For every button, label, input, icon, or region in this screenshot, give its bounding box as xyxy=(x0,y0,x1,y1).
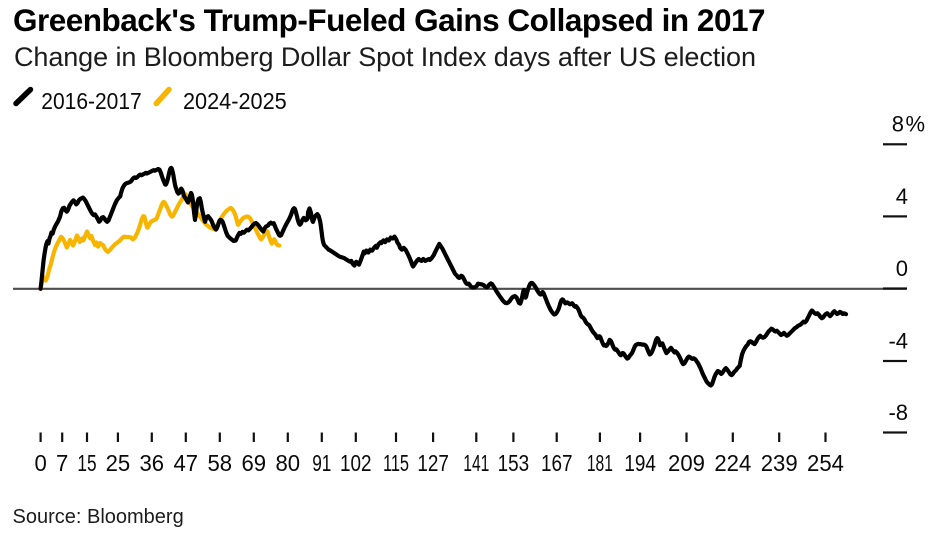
svg-text:0: 0 xyxy=(34,450,46,476)
svg-text:Greenback's Trump-Fueled Gains: Greenback's Trump-Fueled Gains Collapsed… xyxy=(13,2,765,38)
svg-text:36: 36 xyxy=(140,450,165,476)
svg-text:102: 102 xyxy=(340,450,372,476)
svg-text:Change in Bloomberg Dollar Spo: Change in Bloomberg Dollar Spot Index da… xyxy=(14,42,756,72)
svg-text:239: 239 xyxy=(761,450,798,476)
svg-text:7: 7 xyxy=(56,450,68,476)
svg-text:-4: -4 xyxy=(888,329,908,354)
svg-text:47: 47 xyxy=(174,450,199,476)
svg-text:254: 254 xyxy=(807,450,844,476)
svg-text:91: 91 xyxy=(312,450,331,476)
svg-text:2016-2017: 2016-2017 xyxy=(41,88,141,114)
svg-text:4: 4 xyxy=(896,184,908,209)
svg-text:Source: Bloomberg: Source: Bloomberg xyxy=(13,506,184,528)
svg-text:80: 80 xyxy=(276,450,301,476)
svg-text:167: 167 xyxy=(541,450,573,476)
svg-text:115: 115 xyxy=(383,450,409,476)
svg-text:0: 0 xyxy=(896,256,908,281)
svg-text:%: % xyxy=(906,111,926,136)
svg-text:58: 58 xyxy=(208,450,233,476)
svg-text:224: 224 xyxy=(714,450,751,476)
svg-text:127: 127 xyxy=(417,450,449,476)
svg-text:69: 69 xyxy=(242,450,267,476)
svg-text:141: 141 xyxy=(463,450,489,476)
svg-text:25: 25 xyxy=(106,450,131,476)
svg-text:209: 209 xyxy=(668,450,705,476)
svg-text:-8: -8 xyxy=(888,400,908,425)
svg-text:15: 15 xyxy=(77,450,96,476)
svg-text:153: 153 xyxy=(498,450,530,476)
svg-text:194: 194 xyxy=(624,450,656,476)
svg-text:181: 181 xyxy=(587,450,613,476)
svg-text:8: 8 xyxy=(892,111,904,136)
svg-text:2024-2025: 2024-2025 xyxy=(183,88,287,114)
